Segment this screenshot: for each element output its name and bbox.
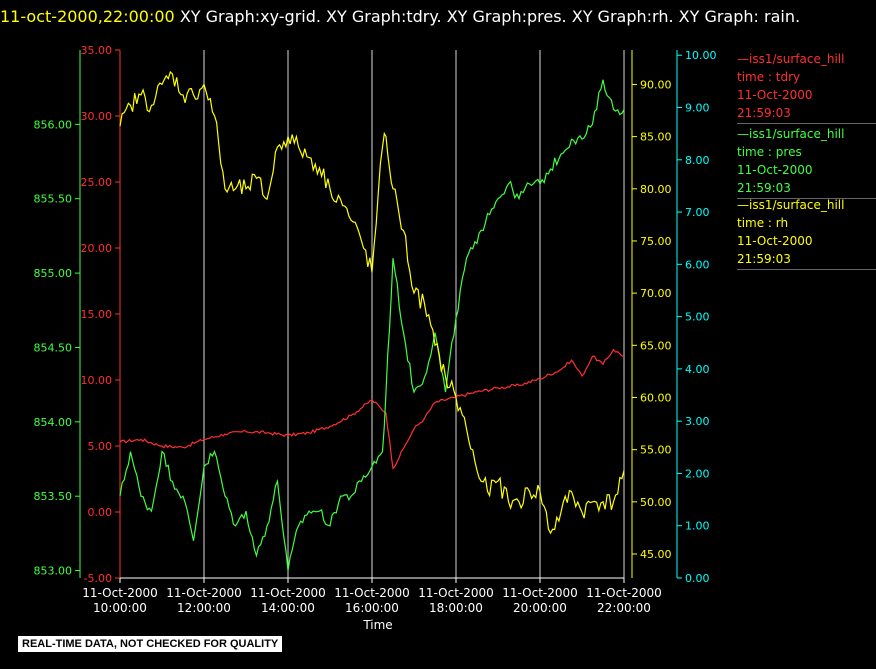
y-tick-label-rain: 10.00 bbox=[685, 49, 717, 62]
y-tick-label-tdry: 35.00 bbox=[81, 44, 113, 57]
y-tick-label-pres: 855.50 bbox=[34, 193, 73, 206]
y-axis-pres: 853.00 853.50 854.00 854.50 855.00 855.50 856.… bbox=[34, 50, 81, 578]
y-tick-label-rain: 1.00 bbox=[685, 520, 710, 533]
y-tick-label-rain: 7.00 bbox=[685, 206, 710, 219]
legend-variable: time : tdry bbox=[737, 70, 801, 84]
legend-time: 21:59:03 bbox=[737, 181, 791, 195]
x-tick-time: 20:00:00 bbox=[513, 601, 567, 615]
x-tick-date: 11-Oct-2000 bbox=[418, 586, 494, 600]
y-tick-label-rh: 90.00 bbox=[640, 78, 672, 91]
x-tick-date: 11-Oct-2000 bbox=[502, 586, 578, 600]
axes: 853.00 853.50 854.00 854.50 855.00 855.50 856.… bbox=[34, 44, 717, 585]
legend-date: 11-Oct-2000 bbox=[737, 88, 813, 102]
x-tick-time: 14:00:00 bbox=[261, 601, 315, 615]
y-axis-rain: 0.00 1.00 2.00 3.00 4.00 5.00 6.00 7.00 8.00 9.00… bbox=[676, 49, 717, 585]
x-tick-date: 11-Oct-2000 bbox=[82, 586, 158, 600]
quality-disclaimer: REAL-TIME DATA, NOT CHECKED FOR QUALITY bbox=[18, 636, 283, 652]
y-tick-label-rh: 50.00 bbox=[640, 496, 672, 509]
legend-date: 11-Oct-2000 bbox=[737, 234, 813, 248]
y-tick-label-rain: 5.00 bbox=[685, 311, 710, 324]
header: 11-oct-2000,22:00:00 XY Graph:xy-grid. X… bbox=[0, 4, 876, 30]
legend-dash: — bbox=[737, 52, 749, 66]
legend-divider bbox=[737, 123, 876, 124]
y-tick-label-tdry: 25.00 bbox=[81, 176, 113, 189]
x-tick-date: 11-Oct-2000 bbox=[334, 586, 410, 600]
y-tick-label-rain: 2.00 bbox=[685, 467, 710, 480]
y-axis-rh: 45.00 50.00 55.00 60.00 65.00 70.00 75.00 80.00… bbox=[631, 50, 672, 578]
y-tick-label-rh: 60.00 bbox=[640, 391, 672, 404]
x-tick-date: 11-Oct-2000 bbox=[586, 586, 662, 600]
series-line-pres bbox=[119, 79, 625, 571]
y-tick-label-tdry: 10.00 bbox=[81, 374, 113, 387]
y-tick-label-pres: 853.00 bbox=[34, 565, 73, 578]
y-tick-label-rh: 80.00 bbox=[640, 183, 672, 196]
y-tick-label-rh: 45.00 bbox=[640, 548, 672, 561]
y-tick-label-rain: 4.00 bbox=[685, 363, 710, 376]
legend-source: iss1/surface_hill bbox=[749, 127, 845, 141]
x-axis-ticks: 11-Oct-200010:00:0011-Oct-200012:00:0011… bbox=[82, 577, 662, 615]
y-tick-label-rain: 8.00 bbox=[685, 154, 710, 167]
vertical-grid bbox=[119, 50, 625, 578]
y-tick-label-pres: 854.00 bbox=[34, 416, 73, 429]
y-tick-label-rh: 55.00 bbox=[640, 444, 672, 457]
legend-time: 21:59:03 bbox=[737, 252, 791, 266]
y-tick-label-pres: 855.00 bbox=[34, 267, 73, 280]
y-tick-label-rain: 0.00 bbox=[685, 572, 710, 585]
header-timestamp: 11-oct-2000,22:00:00 bbox=[0, 7, 175, 26]
legend-dash: — bbox=[737, 198, 749, 212]
y-tick-label-tdry: -5.00 bbox=[84, 572, 112, 585]
x-tick-time: 18:00:00 bbox=[429, 601, 483, 615]
y-tick-label-rain: 9.00 bbox=[685, 102, 710, 115]
x-tick-date: 11-Oct-2000 bbox=[250, 586, 326, 600]
y-tick-label-pres: 854.50 bbox=[34, 341, 73, 354]
header-title: XY Graph:xy-grid. XY Graph:tdry. XY Grap… bbox=[174, 7, 801, 26]
y-tick-label-tdry: 0.00 bbox=[88, 506, 113, 519]
y-tick-label-tdry: 15.00 bbox=[81, 308, 113, 321]
legend-variable: time : rh bbox=[737, 216, 789, 230]
y-tick-label-tdry: 30.00 bbox=[81, 110, 113, 123]
x-tick-date: 11-Oct-2000 bbox=[166, 586, 242, 600]
y-tick-label-rh: 85.00 bbox=[640, 131, 672, 144]
y-tick-label-pres: 856.00 bbox=[34, 118, 73, 131]
legend-variable: time : pres bbox=[737, 145, 802, 159]
legend-date: 11-Oct-2000 bbox=[737, 163, 813, 177]
legend-time: 21:59:03 bbox=[737, 106, 791, 120]
x-tick-time: 16:00:00 bbox=[345, 601, 399, 615]
legend-divider bbox=[737, 198, 876, 199]
y-tick-label-rh: 65.00 bbox=[640, 339, 672, 352]
y-tick-label-tdry: 5.00 bbox=[88, 440, 113, 453]
legend-divider bbox=[737, 269, 876, 270]
series-line-tdry bbox=[119, 348, 625, 470]
x-tick-time: 10:00:00 bbox=[93, 601, 147, 615]
x-tick-time: 22:00:00 bbox=[597, 601, 651, 615]
series-line-rh bbox=[119, 70, 625, 535]
series-layer bbox=[119, 70, 625, 571]
y-tick-label-rh: 70.00 bbox=[640, 287, 672, 300]
y-tick-label-pres: 853.50 bbox=[34, 490, 73, 503]
y-tick-label-rh: 75.00 bbox=[640, 235, 672, 248]
y-tick-label-rain: 3.00 bbox=[685, 415, 710, 428]
y-tick-label-rain: 6.00 bbox=[685, 258, 710, 271]
y-tick-label-tdry: 20.00 bbox=[81, 242, 113, 255]
y-axis-tdry: -5.00 0.00 5.00 10.00 15.00 20.00 25.00 30.00 35… bbox=[81, 44, 121, 585]
x-tick-time: 12:00:00 bbox=[177, 601, 231, 615]
legend-source: iss1/surface_hill bbox=[749, 52, 845, 66]
legend-source: iss1/surface_hill bbox=[749, 198, 845, 212]
x-axis-label: Time bbox=[362, 618, 392, 632]
legend-dash: — bbox=[737, 127, 749, 141]
